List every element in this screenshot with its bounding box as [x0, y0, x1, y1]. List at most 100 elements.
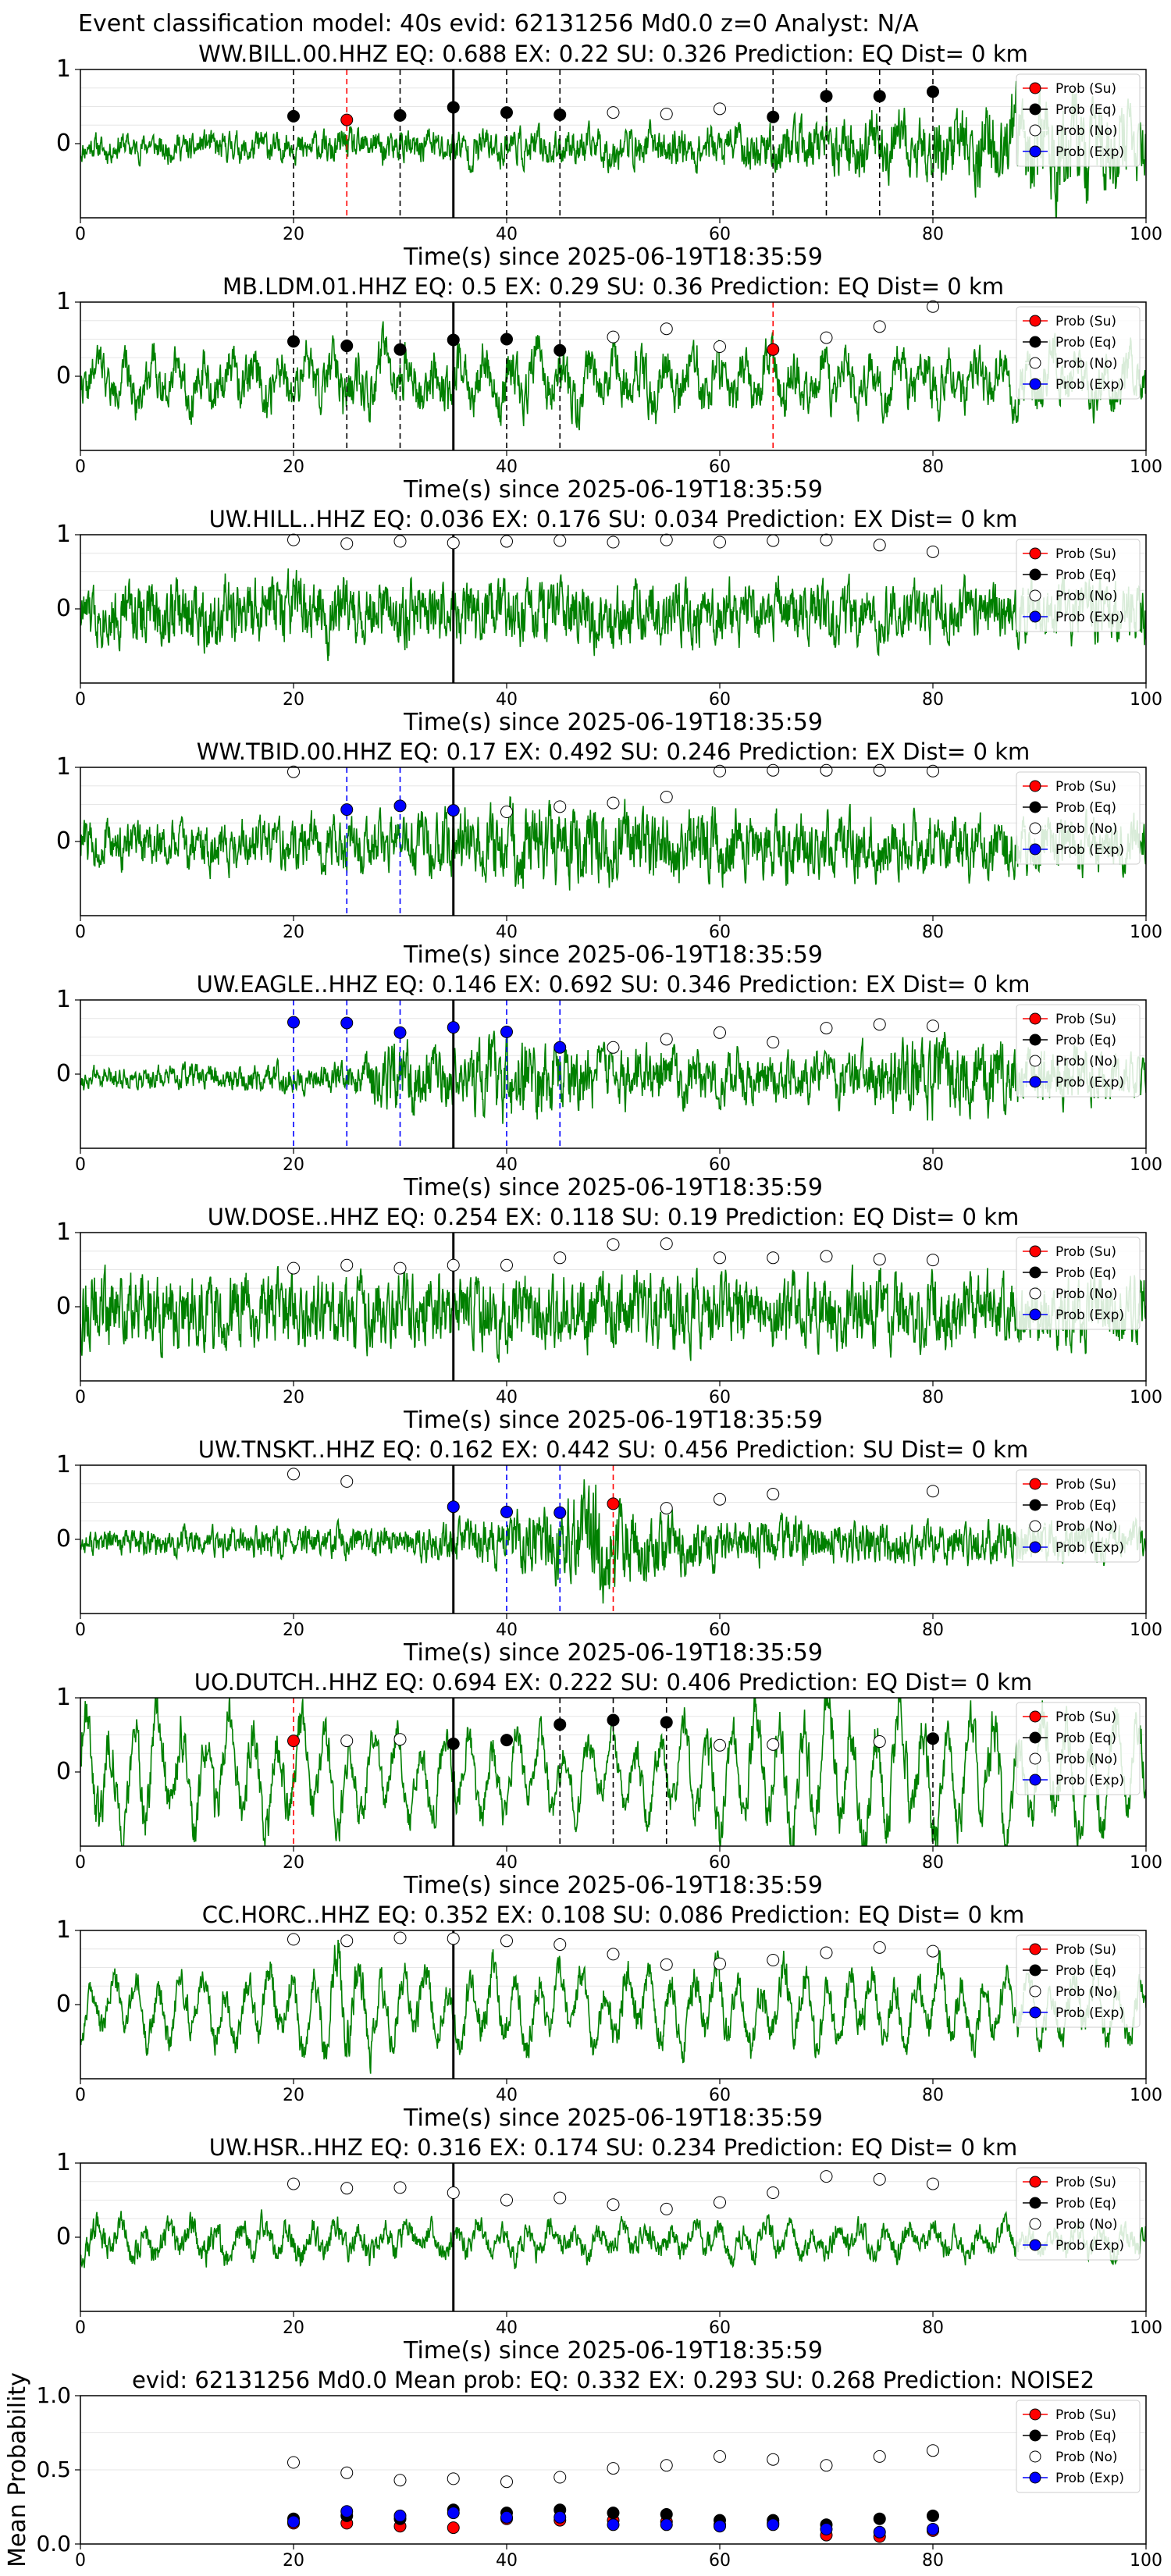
legend: Prob (Su) Prob (Eq) Prob (No) Prob (Exp): [1016, 1469, 1141, 1563]
x-tick-label: 0: [75, 2318, 86, 2338]
prob-marker-exp: [500, 1505, 513, 1518]
legend-label-exp: Prob (Exp): [1055, 610, 1124, 625]
y-tick-label: 1: [56, 2149, 71, 2176]
legend: Prob (Su) Prob (Eq) Prob (No) Prob (Exp): [1016, 306, 1141, 400]
legend-marker-no: [1029, 1287, 1041, 1300]
prob-marker-no: [287, 1468, 300, 1481]
x-tick-label: 80: [922, 1621, 944, 1640]
prob-marker-no: [500, 2194, 513, 2207]
prob-marker-eq: [447, 333, 460, 347]
x-tick-label: 60: [709, 2318, 731, 2338]
legend-box: [1016, 1702, 1141, 1795]
prob-marker-no: [873, 2450, 886, 2463]
legend-label-exp: Prob (Exp): [1055, 1308, 1124, 1323]
axes-frame: [80, 69, 1147, 219]
prob-marker-eq: [287, 109, 300, 123]
legend-label-su: Prob (Su): [1055, 1710, 1116, 1725]
legend-marker-eq: [1029, 801, 1041, 813]
x-axis-label: Time(s) since 2025-06-19T18:35:59: [403, 244, 823, 271]
y-tick-label: 0: [56, 1525, 71, 1553]
x-axis-label: Time(s) since 2025-06-19T18:35:59: [403, 1407, 823, 1434]
prob-marker-no: [873, 763, 886, 777]
prob-marker-no: [660, 791, 673, 803]
prob-marker-no: [927, 1944, 939, 1958]
x-tick-label: 100: [1130, 225, 1162, 244]
y-tick-label: 1: [56, 753, 71, 781]
prob-marker-no: [820, 1250, 833, 1263]
prob-marker-no: [714, 2450, 726, 2463]
x-tick-label: 60: [709, 690, 731, 710]
legend-marker-exp: [1029, 2006, 1041, 2019]
prob-marker-su: [607, 1497, 620, 1510]
prob-marker-no: [607, 106, 620, 119]
prob-marker-no: [767, 763, 780, 777]
x-tick-label: 20: [283, 2086, 304, 2105]
y-tick-label: 0: [56, 130, 71, 157]
legend-marker-su: [1029, 315, 1041, 327]
prob-marker-no: [447, 2186, 460, 2199]
prob-marker-no: [340, 2182, 354, 2195]
legend-marker-su: [1029, 780, 1041, 792]
prob-marker-exp: [500, 2510, 513, 2524]
x-tick-label: 100: [1130, 2086, 1162, 2105]
legend-label-no: Prob (No): [1055, 123, 1118, 139]
x-tick-label: 40: [496, 225, 518, 244]
chart-panel-7: 0 20 40 60 80 100 0 1 UW.TNSKT..HHZ EQ: 0.162 EX…: [56, 1436, 1162, 1667]
legend: Prob (Su) Prob (Eq) Prob (No) Prob (Exp): [1016, 1236, 1141, 1330]
y-tick-label: 1: [56, 1684, 71, 1711]
prob-marker-eq: [927, 85, 939, 98]
prob-marker-eq: [447, 1737, 460, 1750]
legend-marker-no: [1029, 2218, 1041, 2230]
prob-marker-no: [927, 2444, 939, 2457]
x-tick-label: 40: [496, 1621, 518, 1640]
prob-marker-eq: [553, 343, 567, 357]
y-tick-label: 1: [56, 55, 71, 83]
prob-marker-no: [873, 1253, 886, 1266]
prob-marker-eq: [553, 1718, 567, 1731]
legend-box: [1016, 1236, 1141, 1330]
prob-marker-no: [607, 330, 620, 343]
legend-marker-exp: [1029, 145, 1041, 158]
prob-marker-no: [767, 1738, 780, 1751]
prob-marker-no: [820, 1946, 833, 1959]
legend-label-su: Prob (Su): [1055, 81, 1116, 97]
legend-marker-eq: [1029, 1964, 1041, 1976]
x-tick-label: 100: [1130, 457, 1162, 477]
legend: Prob (Su) Prob (Eq) Prob (No) Prob (Exp): [1016, 2400, 1141, 2493]
y-tick-label: 0: [56, 827, 71, 855]
legend-label-eq: Prob (Eq): [1055, 568, 1116, 583]
prob-marker-eq: [927, 2509, 939, 2522]
legend: Prob (Su) Prob (Eq) Prob (No) Prob (Exp): [1016, 1934, 1141, 2028]
prob-marker-no: [714, 1493, 726, 1506]
x-tick-label: 60: [709, 923, 731, 942]
prob-marker-no: [767, 2453, 780, 2466]
x-tick-label: 100: [1130, 690, 1162, 710]
legend-label-exp: Prob (Exp): [1055, 1075, 1124, 1091]
prob-marker-no: [767, 1251, 780, 1265]
y-tick-label: 0: [56, 362, 71, 390]
legend-box: [1016, 73, 1141, 167]
legend-label-eq: Prob (Eq): [1055, 800, 1116, 816]
prob-marker-eq: [820, 90, 833, 103]
x-tick-label: 80: [922, 1853, 944, 1873]
x-tick-label: 20: [283, 1621, 304, 1640]
x-tick-label: 40: [496, 2551, 518, 2571]
x-tick-label: 0: [75, 1853, 86, 1873]
prob-marker-exp: [607, 2518, 620, 2532]
prob-marker-no: [393, 1733, 407, 1746]
legend: Prob (Su) Prob (Eq) Prob (No) Prob (Exp): [1016, 539, 1141, 632]
prob-marker-eq: [500, 106, 513, 119]
chart-title: evid: 62131256 Md0.0 Mean prob: EQ: 0.33…: [132, 2367, 1094, 2393]
x-axis-label: Time(s) since 2025-06-19T18:35:59: [403, 1639, 823, 1667]
x-tick-label: 0: [75, 690, 86, 710]
legend-box: [1016, 1469, 1141, 1563]
chart-title: UW.HILL..HHZ EQ: 0.036 EX: 0.176 SU: 0.0…: [209, 506, 1018, 532]
legend-label-no: Prob (No): [1055, 1286, 1118, 1302]
x-tick-label: 80: [922, 1155, 944, 1175]
x-tick-label: 40: [496, 923, 518, 942]
chart-title: UW.HSR..HHZ EQ: 0.316 EX: 0.174 SU: 0.23…: [209, 2134, 1017, 2161]
x-tick-label: 100: [1130, 923, 1162, 942]
x-tick-label: 60: [709, 2086, 731, 2105]
prob-marker-eq: [340, 340, 354, 353]
prob-marker-no: [500, 806, 513, 818]
